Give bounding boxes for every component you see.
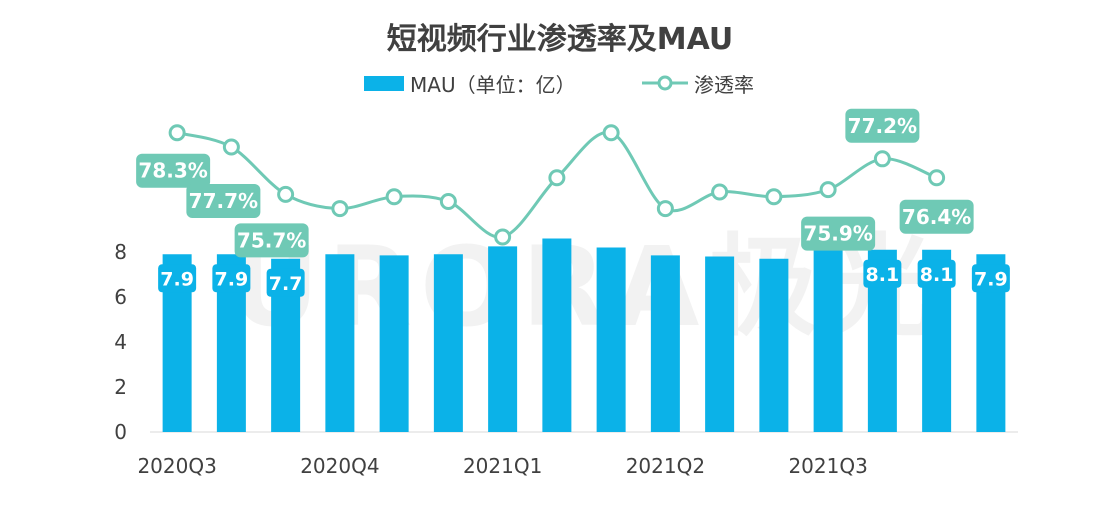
- line-point: [819, 181, 837, 199]
- line-point: [331, 200, 349, 218]
- line-layer: 78.3% 77.7% 75.7% 75.9% 77.2% 76.4%: [136, 108, 974, 258]
- bar: [759, 258, 789, 432]
- line-point: [385, 188, 403, 206]
- line-label-bg: [136, 153, 211, 188]
- legend-item-mau: MAU（单位：亿）: [364, 68, 576, 98]
- line-data-label: 75.7%: [237, 228, 306, 252]
- y-tick-label: 2: [114, 375, 127, 399]
- bar-data-label: 8.1: [866, 264, 900, 286]
- bar-data-label: 7.9: [215, 268, 249, 290]
- line-data-label: 77.7%: [189, 189, 258, 213]
- bar: [433, 254, 463, 432]
- line-data-label: 78.3%: [138, 159, 207, 183]
- bar-label-bg: [971, 264, 1010, 293]
- bar-data-label: 7.7: [269, 273, 303, 295]
- line-label-bg: [234, 223, 309, 258]
- line-point: [548, 169, 566, 187]
- bar-label-bg: [212, 264, 251, 293]
- line-label-bg: [899, 199, 974, 234]
- line-data-label: 75.9%: [803, 222, 872, 246]
- y-tick-label: 4: [114, 330, 127, 354]
- bar: [705, 256, 735, 432]
- y-tick-label: 6: [114, 285, 127, 309]
- bar-layer: 7.9 7.9 7.7 8.1 8.1 7.9: [158, 238, 1010, 432]
- legend-bar-swatch: [364, 75, 404, 91]
- chart-title: 短视频行业渗透率及MAU: [386, 22, 734, 57]
- line-point: [711, 183, 729, 201]
- line-label-bg: [845, 108, 920, 143]
- line-point: [765, 188, 783, 206]
- line-label-bg: [186, 183, 261, 218]
- legend-label-penetration: 渗透率: [694, 72, 754, 97]
- line-data-label: 77.2%: [848, 114, 917, 138]
- x-tick-label: 2020Q4: [300, 454, 379, 478]
- bar-label-bg: [917, 259, 956, 288]
- x-tick-label: 2021Q2: [626, 454, 705, 478]
- line-point: [873, 150, 891, 168]
- line-point: [277, 185, 295, 203]
- x-tick-label: 2020Q3: [137, 454, 216, 478]
- bar: [488, 246, 518, 432]
- legend-item-penetration: 渗透率: [640, 68, 754, 98]
- bar: [650, 255, 680, 432]
- bar-data-label: 7.9: [974, 268, 1008, 290]
- line-point: [602, 124, 620, 142]
- bar-label-bg: [863, 259, 902, 288]
- line-point: [439, 192, 457, 210]
- legend: MAU（单位：亿） 渗透率: [0, 68, 1120, 98]
- line-point: [656, 200, 674, 218]
- bar-label-bg: [158, 264, 197, 293]
- line-point: [928, 169, 946, 187]
- bar-data-label: 8.1: [920, 264, 954, 286]
- line-label-bg: [801, 216, 876, 251]
- bar: [596, 247, 626, 432]
- bar: [542, 238, 572, 432]
- y-tick-label: 0: [114, 420, 127, 444]
- legend-line-swatch: [642, 75, 688, 91]
- bar: [813, 249, 843, 432]
- line-point: [494, 228, 512, 246]
- line-point: [222, 138, 240, 156]
- bar-label-bg: [266, 268, 305, 297]
- bar-data-label: 7.9: [160, 268, 194, 290]
- y-tick-label: 8: [114, 240, 127, 264]
- bar: [325, 254, 355, 432]
- line-data-label: 76.4%: [902, 205, 971, 229]
- legend-label-mau: MAU（单位：亿）: [410, 72, 576, 97]
- x-tick-label: 2021Q1: [463, 454, 542, 478]
- bar: [379, 255, 409, 432]
- x-tick-label: 2021Q3: [788, 454, 867, 478]
- line-point: [168, 124, 186, 142]
